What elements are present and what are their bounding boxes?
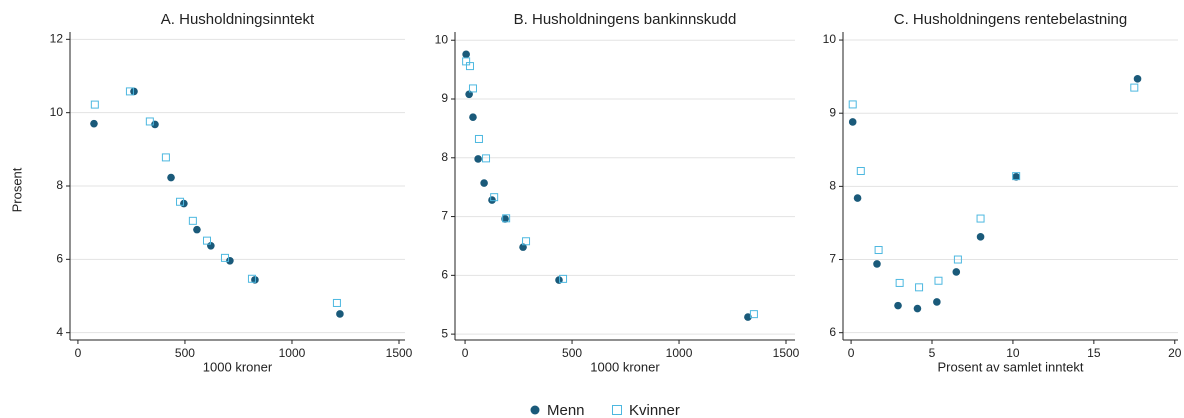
y-tick-label: 4: [56, 325, 63, 339]
y-tick-label: 6: [441, 268, 448, 282]
legend-marker: [530, 405, 540, 415]
point: [247, 274, 256, 283]
x-tick-label: 0: [75, 346, 82, 360]
point: [220, 253, 229, 262]
x-tick-label: 0: [462, 346, 469, 360]
point: [559, 274, 568, 283]
point: [332, 298, 341, 307]
point: [488, 196, 496, 204]
panel-title: B. Husholdningens bankinnskudd: [514, 11, 737, 28]
point: [130, 87, 138, 96]
x-axis-label: 1000 kroner: [203, 359, 273, 374]
point: [874, 246, 883, 255]
point: [188, 216, 197, 225]
point: [462, 50, 470, 59]
y-tick-label: 10: [50, 105, 64, 119]
point: [1133, 75, 1142, 83]
x-tick-label: 5: [929, 346, 936, 360]
point: [1130, 83, 1139, 92]
x-tick-label: 500: [175, 346, 195, 360]
x-tick-label: 20: [1168, 346, 1182, 360]
panel-title: C. Husholdningens rentebelastning: [894, 11, 1128, 28]
point: [151, 120, 159, 129]
x-tick-label: 0: [848, 346, 855, 360]
point: [501, 215, 509, 223]
point: [474, 155, 482, 163]
point: [934, 276, 943, 285]
point: [933, 298, 941, 306]
point: [976, 214, 985, 223]
point: [469, 113, 477, 122]
point: [853, 194, 862, 202]
x-tick-label: 1000: [666, 346, 693, 360]
point: [226, 257, 234, 265]
point: [915, 283, 924, 292]
y-tick-label: 6: [829, 325, 836, 339]
point: [90, 119, 98, 128]
point: [873, 260, 881, 268]
point: [193, 225, 201, 234]
point: [1012, 172, 1021, 181]
x-tick-label: 15: [1087, 346, 1101, 360]
point: [856, 167, 865, 176]
y-axis-label: Prosent: [9, 167, 24, 212]
y-tick-label: 10: [435, 32, 449, 46]
point: [474, 134, 483, 143]
point: [468, 84, 477, 93]
x-tick-label: 1500: [386, 346, 413, 360]
legend-label: Menn: [547, 402, 585, 418]
point: [976, 233, 985, 241]
y-tick-label: 8: [441, 150, 448, 164]
point: [522, 237, 531, 246]
point: [90, 100, 99, 109]
y-tick-label: 7: [829, 252, 836, 266]
y-tick-label: 12: [50, 32, 64, 46]
y-tick-label: 5: [441, 326, 448, 340]
x-tick-label: 1500: [773, 346, 800, 360]
y-tick-label: 6: [56, 252, 63, 266]
x-axis-label: Prosent av samlet inntekt: [938, 359, 1084, 374]
point: [176, 197, 185, 206]
point: [490, 193, 499, 202]
y-tick-label: 9: [829, 105, 836, 119]
point: [952, 268, 961, 276]
x-tick-label: 500: [562, 346, 582, 360]
point: [145, 117, 154, 126]
point: [848, 118, 857, 126]
y-tick-label: 8: [56, 178, 63, 192]
point: [480, 179, 488, 187]
x-axis-label: 1000 kroner: [590, 359, 660, 374]
point: [953, 255, 962, 264]
x-tick-label: 1000: [279, 346, 306, 360]
point: [202, 236, 211, 245]
point: [465, 62, 474, 71]
point: [125, 87, 134, 96]
point: [894, 301, 902, 310]
x-tick-label: 10: [1006, 346, 1020, 360]
point: [913, 304, 922, 313]
legend-marker: [612, 405, 622, 415]
y-tick-label: 9: [441, 91, 448, 105]
point: [848, 100, 857, 109]
point: [161, 153, 170, 162]
y-tick-label: 10: [823, 32, 837, 46]
point: [336, 310, 344, 318]
point: [749, 310, 758, 319]
point: [167, 173, 175, 182]
y-tick-label: 8: [829, 179, 836, 193]
y-tick-label: 7: [441, 209, 448, 223]
legend-label: Kvinner: [629, 402, 680, 418]
point: [482, 154, 491, 163]
point: [895, 278, 904, 287]
panel-title: A. Husholdningsinntekt: [161, 11, 315, 28]
point: [744, 313, 752, 321]
point: [502, 214, 511, 223]
point: [1012, 173, 1020, 181]
